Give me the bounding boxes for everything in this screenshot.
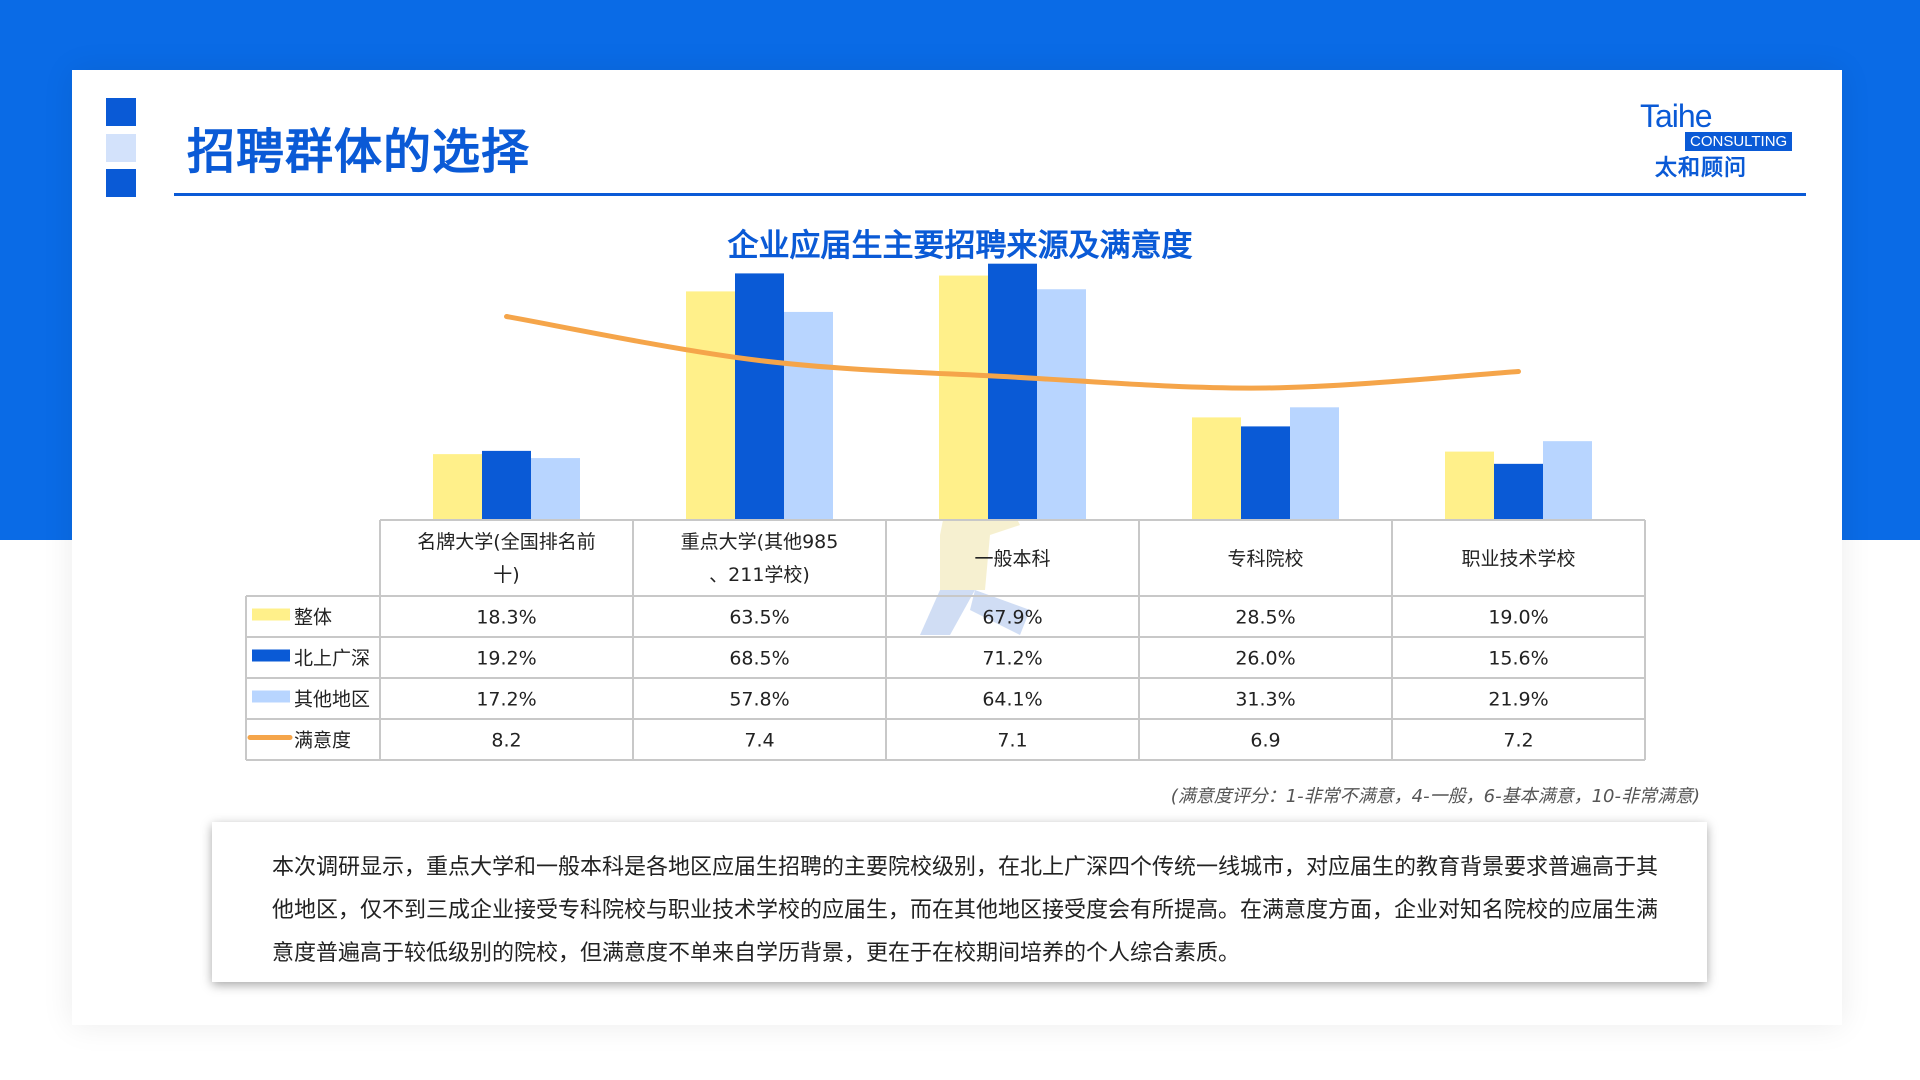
data-label-4-1: 8.2 bbox=[491, 730, 521, 752]
data-label-3-2: 57.8% bbox=[729, 689, 789, 711]
data-label-3-4: 31.3% bbox=[1235, 689, 1295, 711]
data-label-2-2: 68.5% bbox=[729, 648, 789, 670]
data-label-1-3: 67.9% bbox=[982, 607, 1042, 629]
logo-text-cn: 太和顾问 bbox=[1655, 156, 1748, 181]
data-label-1-1: 18.3% bbox=[476, 607, 536, 629]
bar-1-5 bbox=[1445, 451, 1494, 520]
data-label-3-1: 17.2% bbox=[476, 689, 536, 711]
data-label-3-3: 64.1% bbox=[982, 689, 1042, 711]
logo-text-en: Taihe bbox=[1640, 98, 1712, 134]
bar-2-1 bbox=[482, 450, 531, 520]
data-label-4-2: 7.4 bbox=[744, 730, 774, 752]
bar-1-2 bbox=[686, 291, 735, 520]
legend-label-2: 北上广深 bbox=[294, 648, 370, 670]
data-label-1-5: 19.0% bbox=[1488, 607, 1548, 629]
bar-2-2 bbox=[735, 273, 784, 520]
title-deco-square-3 bbox=[106, 169, 136, 197]
category-label-3: 一般本科 bbox=[974, 548, 1050, 570]
title-deco-square-1 bbox=[106, 98, 136, 126]
data-label-4-5: 7.2 bbox=[1503, 730, 1533, 752]
category-label-1: 名牌大学(全国排名前 bbox=[417, 531, 595, 553]
bar-2-4 bbox=[1241, 426, 1290, 520]
data-label-1-2: 63.5% bbox=[729, 607, 789, 629]
data-label-2-5: 15.6% bbox=[1488, 648, 1548, 670]
legend-swatch-3 bbox=[252, 690, 290, 703]
data-label-4-3: 7.1 bbox=[997, 730, 1027, 752]
summary-text: 本次调研显示，重点大学和一般本科是各地区应届生招聘的主要院校级别，在北上广深四个… bbox=[272, 855, 1659, 966]
chart-title: 企业应届生主要招聘来源及满意度 bbox=[727, 228, 1193, 264]
logo-tag: CONSULTING bbox=[1685, 132, 1793, 151]
bar-3-5 bbox=[1543, 441, 1592, 520]
bar-2-3 bbox=[988, 263, 1037, 520]
legend-swatch-1 bbox=[252, 608, 290, 621]
category-label-2: 重点大学(其他985 bbox=[681, 531, 839, 553]
page-title: 招聘群体的选择 bbox=[187, 124, 531, 180]
legend-label-4: 满意度 bbox=[294, 730, 351, 752]
summary-box: 本次调研显示，重点大学和一般本科是各地区应届生招聘的主要院校级别，在北上广深四个… bbox=[212, 822, 1707, 982]
rating-scale-note: (满意度评分：1-非常不满意，4-一般，6-基本满意，10-非常满意) bbox=[1170, 786, 1700, 807]
bar-3-4 bbox=[1290, 407, 1339, 520]
category-label-2: 、211学校) bbox=[709, 564, 810, 586]
title-underline bbox=[174, 193, 1806, 196]
data-label-2-1: 19.2% bbox=[476, 648, 536, 670]
bar-1-3 bbox=[939, 275, 988, 520]
data-label-4-4: 6.9 bbox=[1250, 730, 1280, 752]
legend-swatch-2 bbox=[252, 649, 290, 662]
bar-1-4 bbox=[1192, 417, 1241, 520]
bar-3-1 bbox=[531, 458, 580, 520]
data-label-1-4: 28.5% bbox=[1235, 607, 1295, 629]
bar-3-2 bbox=[784, 311, 833, 520]
data-label-2-3: 71.2% bbox=[982, 648, 1042, 670]
category-label-5: 职业技术学校 bbox=[1461, 548, 1575, 570]
title-deco-square-2 bbox=[106, 134, 136, 162]
legend-label-3: 其他地区 bbox=[294, 689, 370, 711]
bar-2-5 bbox=[1494, 463, 1543, 520]
data-label-2-4: 26.0% bbox=[1235, 648, 1295, 670]
bar-1-1 bbox=[433, 454, 482, 520]
satisfaction-line bbox=[504, 314, 1521, 391]
legend-label-1: 整体 bbox=[294, 607, 332, 629]
category-label-4: 专科院校 bbox=[1227, 548, 1303, 570]
data-label-3-5: 21.9% bbox=[1488, 689, 1548, 711]
bar-3-3 bbox=[1037, 289, 1086, 520]
category-label-1: 十) bbox=[493, 564, 519, 586]
